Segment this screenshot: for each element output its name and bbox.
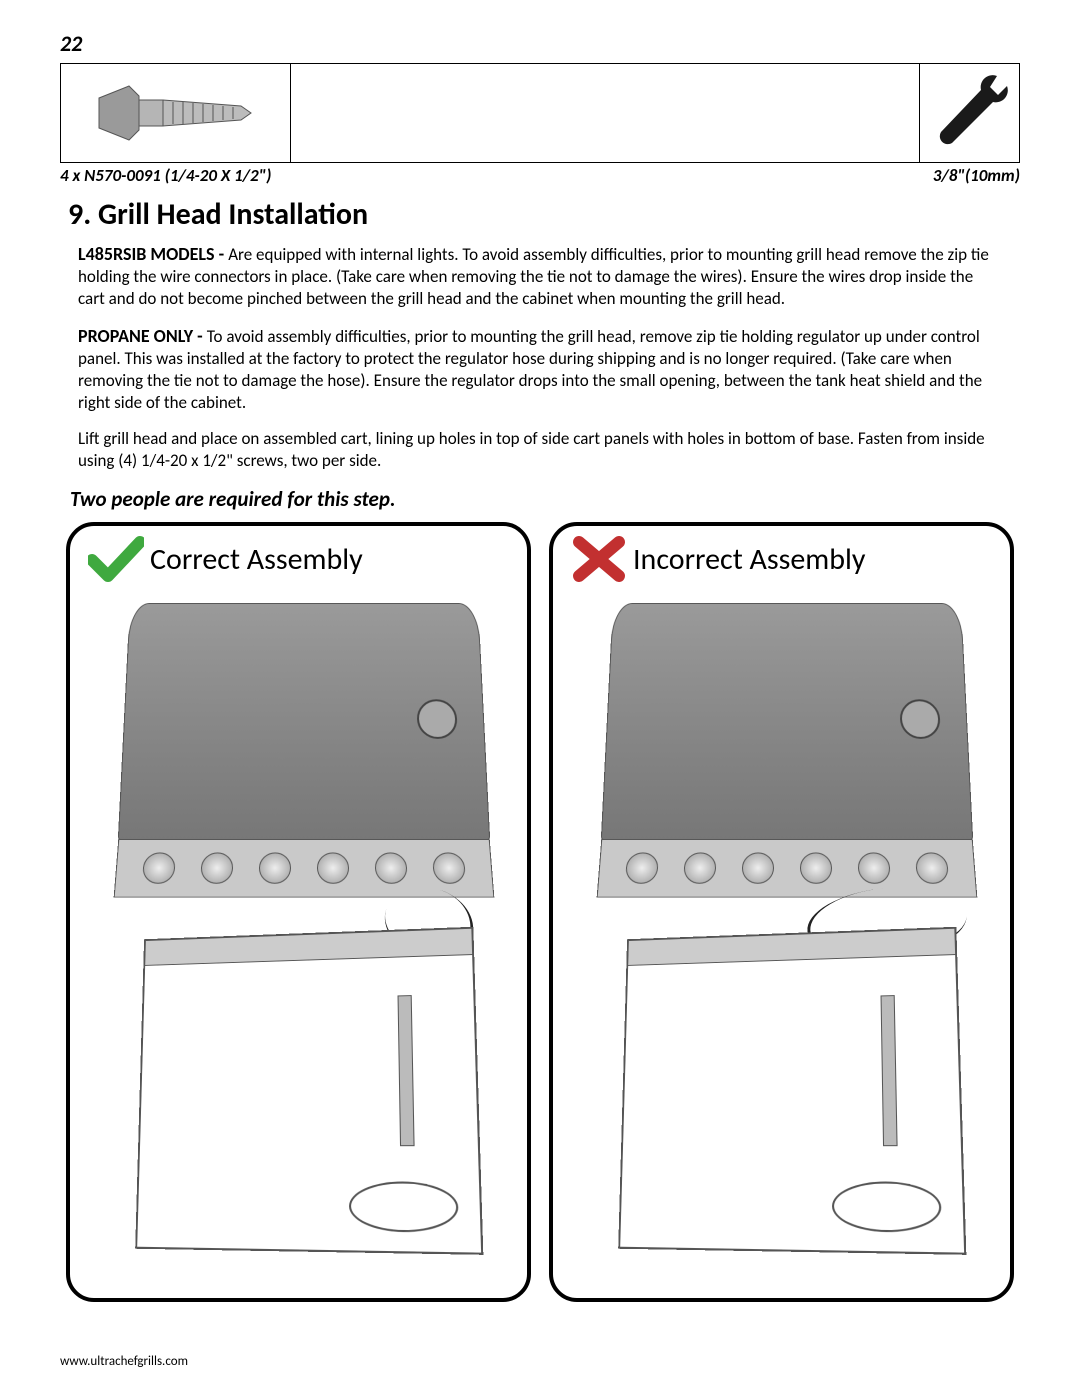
hardware-labels: 4 x N570-0091 (1/4-20 X 1/2") 3/8"(10mm) [60, 165, 1020, 186]
panel-correct-title: Correct Assembly [150, 541, 363, 578]
footer-url: www.ultrachefgrills.com [60, 1354, 188, 1369]
paragraph-propane-lead: PROPANE ONLY - [78, 325, 207, 347]
panel-correct-header: Correct Assembly [84, 536, 513, 582]
correct-assembly-figure [84, 588, 513, 1268]
paragraph-models: L485RSIB MODELS - Are equipped with inte… [78, 243, 1002, 311]
panel-incorrect: Incorrect Assembly [549, 522, 1014, 1302]
x-icon [571, 536, 627, 582]
hardware-bar [60, 63, 1020, 163]
panel-incorrect-header: Incorrect Assembly [567, 536, 996, 582]
check-icon [88, 536, 144, 582]
wrench-label: 3/8"(10mm) [920, 165, 1020, 186]
assembly-panels: Correct Assembly Incorrect Assembly [66, 522, 1014, 1302]
paragraph-propane: PROPANE ONLY - To avoid assembly difficu… [78, 325, 1002, 415]
screw-label: 4 x N570-0091 (1/4-20 X 1/2") [60, 165, 300, 186]
incorrect-assembly-figure [567, 588, 996, 1268]
paragraph-propane-body: To avoid assembly difficulties, prior to… [78, 326, 982, 414]
page-number: 22 [60, 30, 1020, 57]
hardware-spacer [291, 64, 919, 162]
wrench-icon [927, 70, 1013, 156]
paragraph-models-lead: L485RSIB MODELS - [78, 243, 228, 265]
panel-incorrect-title: Incorrect Assembly [633, 541, 866, 578]
hardware-screw-cell [61, 64, 291, 162]
two-people-note: Two people are required for this step. [70, 486, 1020, 512]
paragraph-lift: Lift grill head and place on assembled c… [78, 428, 1002, 472]
hardware-wrench-cell [919, 64, 1019, 162]
section-title: 9. Grill Head Installation [60, 196, 1020, 233]
panel-correct: Correct Assembly [66, 522, 531, 1302]
screw-icon [91, 76, 261, 150]
